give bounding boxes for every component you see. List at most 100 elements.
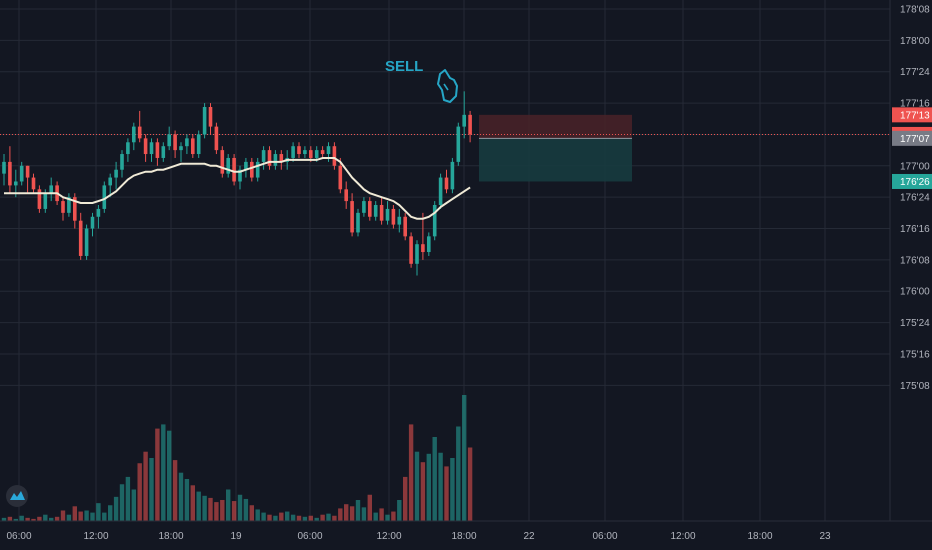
candle-body bbox=[232, 157, 236, 182]
volume-bar bbox=[60, 510, 66, 521]
volume-bar bbox=[7, 516, 13, 521]
stop-loss-zone bbox=[479, 114, 632, 139]
candle bbox=[456, 122, 461, 166]
volume-bar bbox=[237, 494, 243, 521]
candle-body bbox=[409, 236, 413, 264]
candle-body bbox=[214, 126, 219, 151]
price-badge-label: 176'26 bbox=[900, 177, 930, 188]
candle-body bbox=[167, 134, 171, 147]
volume-bar bbox=[349, 506, 355, 521]
candle-body bbox=[291, 146, 295, 158]
candle bbox=[320, 146, 325, 158]
volume-bar bbox=[119, 484, 125, 521]
candle bbox=[220, 146, 225, 178]
volume-bar bbox=[332, 515, 337, 521]
candle bbox=[126, 138, 130, 162]
price-tick-label: 176'24 bbox=[900, 193, 930, 204]
candle bbox=[444, 169, 449, 194]
candle-body bbox=[391, 208, 396, 225]
volume-bar bbox=[302, 516, 308, 521]
volume-bar bbox=[54, 516, 60, 521]
candle-body bbox=[191, 138, 195, 155]
volume-bar bbox=[190, 485, 195, 521]
candle bbox=[196, 130, 201, 158]
candle bbox=[468, 110, 472, 143]
candle-body bbox=[73, 197, 77, 221]
candle-body bbox=[49, 185, 53, 194]
candle-body bbox=[31, 177, 36, 190]
candle bbox=[261, 146, 266, 170]
volume-bar bbox=[25, 517, 30, 521]
volume-bar bbox=[13, 518, 18, 521]
volume-bar bbox=[172, 460, 178, 521]
volume-bar bbox=[1, 517, 7, 521]
candle-body bbox=[267, 150, 272, 166]
volume-bar bbox=[414, 451, 420, 521]
candle-body bbox=[108, 177, 112, 186]
price-tick-label: 175'08 bbox=[900, 381, 930, 392]
candle bbox=[37, 185, 42, 213]
logo-mark bbox=[10, 491, 25, 500]
candle bbox=[78, 212, 83, 260]
volume-bar bbox=[290, 514, 296, 521]
candle bbox=[208, 103, 213, 135]
candle-body bbox=[25, 165, 30, 178]
price-tick-label: 177'00 bbox=[900, 161, 930, 172]
price-axis: 178'08178'00177'24177'16177'08177'00176'… bbox=[889, 0, 932, 521]
candle bbox=[362, 197, 366, 217]
candle bbox=[84, 224, 89, 260]
time-tick-label: 12:00 bbox=[670, 531, 695, 542]
volume-bar bbox=[84, 510, 89, 521]
time-axis: 06:00 12:00 18:00 19 06:00 12:00 18:00 22 06:00 1… bbox=[0, 520, 932, 542]
candle bbox=[2, 154, 6, 186]
time-tick-label: 06:00 bbox=[592, 531, 617, 542]
time-tick-label: 18:00 bbox=[158, 531, 183, 542]
candle-body bbox=[84, 228, 89, 256]
candle bbox=[397, 208, 402, 233]
candle-body bbox=[78, 220, 83, 256]
volume-bar bbox=[137, 463, 142, 521]
candle-body bbox=[14, 181, 18, 186]
candle-body bbox=[37, 189, 42, 209]
candle bbox=[368, 197, 372, 221]
candle-body bbox=[468, 114, 472, 135]
candle bbox=[297, 142, 301, 158]
candle-body bbox=[362, 201, 366, 213]
candle bbox=[344, 181, 348, 209]
price-tick-label: 175'16 bbox=[900, 349, 930, 360]
candle-body bbox=[421, 244, 425, 253]
candle-body bbox=[220, 150, 225, 174]
candle-body bbox=[279, 154, 284, 162]
price-tick-label: 175'24 bbox=[900, 318, 930, 329]
candle-body bbox=[132, 126, 136, 143]
candle bbox=[31, 173, 36, 194]
candle-body bbox=[314, 150, 319, 158]
volume-bar bbox=[125, 476, 131, 521]
volume-bar bbox=[344, 504, 349, 521]
time-tick-label: 06:00 bbox=[297, 531, 322, 542]
volume-bar bbox=[285, 511, 290, 521]
volume-bar bbox=[367, 494, 372, 521]
candle bbox=[137, 110, 142, 143]
volume-bar bbox=[90, 512, 95, 521]
candle bbox=[385, 201, 390, 225]
candle-body bbox=[161, 146, 166, 158]
candle-body bbox=[2, 161, 6, 174]
sell-annotation-label: SELL bbox=[385, 58, 423, 75]
tradingview-logo-icon[interactable] bbox=[6, 485, 28, 507]
volume-bar bbox=[279, 512, 284, 521]
volume-bar bbox=[78, 511, 83, 521]
candle-body bbox=[444, 177, 449, 190]
candle bbox=[49, 177, 53, 202]
price-tick-label: 176'16 bbox=[900, 224, 930, 235]
volume-bar bbox=[314, 517, 319, 521]
candle-body bbox=[196, 134, 201, 155]
candle bbox=[90, 212, 95, 237]
candle-body bbox=[456, 126, 461, 162]
candle-body bbox=[344, 189, 348, 202]
candle-body bbox=[427, 236, 431, 253]
price-badge-bg bbox=[892, 107, 932, 123]
candle bbox=[19, 161, 24, 186]
